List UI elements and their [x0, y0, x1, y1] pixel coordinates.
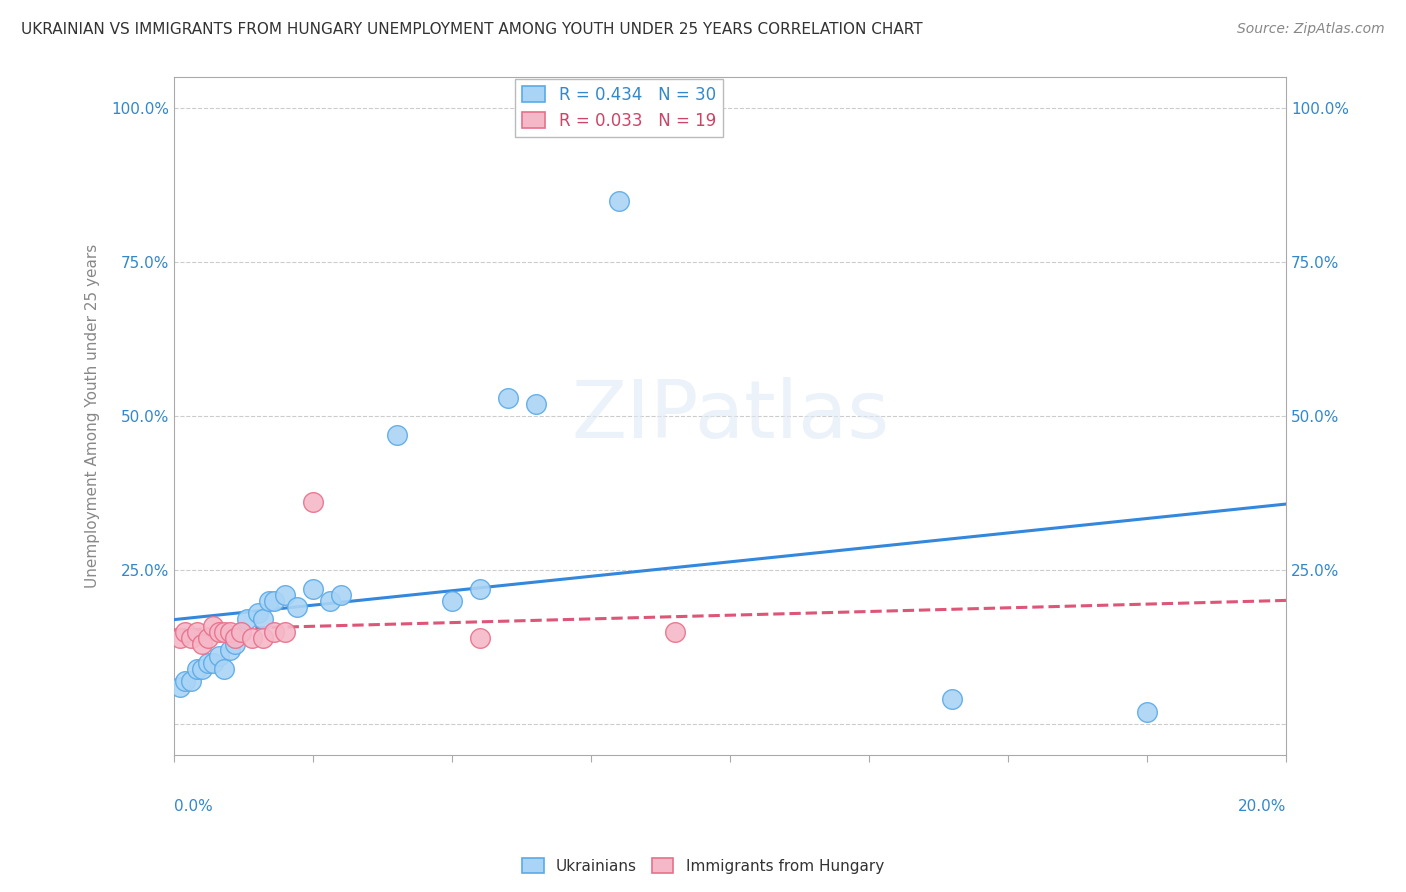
- Point: [191, 637, 214, 651]
- Point: [496, 391, 519, 405]
- Point: [263, 624, 285, 639]
- Point: [169, 631, 191, 645]
- Point: [441, 594, 464, 608]
- Point: [197, 631, 219, 645]
- Point: [229, 624, 252, 639]
- Point: [941, 692, 963, 706]
- Point: [197, 656, 219, 670]
- Point: [174, 624, 197, 639]
- Point: [214, 662, 236, 676]
- Point: [202, 618, 225, 632]
- Point: [302, 495, 325, 509]
- Point: [180, 631, 202, 645]
- Point: [214, 624, 236, 639]
- Text: UKRAINIAN VS IMMIGRANTS FROM HUNGARY UNEMPLOYMENT AMONG YOUTH UNDER 25 YEARS COR: UKRAINIAN VS IMMIGRANTS FROM HUNGARY UNE…: [21, 22, 922, 37]
- Point: [274, 588, 297, 602]
- Point: [664, 624, 686, 639]
- Point: [202, 656, 225, 670]
- Point: [191, 662, 214, 676]
- Point: [285, 600, 308, 615]
- Point: [468, 631, 491, 645]
- Point: [224, 631, 246, 645]
- Point: [229, 624, 252, 639]
- Point: [180, 673, 202, 688]
- Y-axis label: Unemployment Among Youth under 25 years: Unemployment Among Youth under 25 years: [86, 244, 100, 589]
- Point: [257, 594, 280, 608]
- Point: [235, 612, 257, 626]
- Point: [169, 680, 191, 694]
- Point: [186, 662, 208, 676]
- Point: [218, 624, 240, 639]
- Point: [468, 582, 491, 596]
- Point: [385, 427, 408, 442]
- Point: [319, 594, 342, 608]
- Point: [302, 582, 325, 596]
- Point: [208, 649, 231, 664]
- Legend: R = 0.434   N = 30, R = 0.033   N = 19: R = 0.434 N = 30, R = 0.033 N = 19: [516, 79, 723, 136]
- Point: [330, 588, 353, 602]
- Point: [224, 637, 246, 651]
- Text: 20.0%: 20.0%: [1237, 799, 1286, 814]
- Point: [274, 624, 297, 639]
- Text: 0.0%: 0.0%: [174, 799, 214, 814]
- Point: [218, 643, 240, 657]
- Point: [263, 594, 285, 608]
- Point: [524, 397, 547, 411]
- Point: [607, 194, 630, 208]
- Text: ZIPatlas: ZIPatlas: [571, 377, 889, 455]
- Text: Source: ZipAtlas.com: Source: ZipAtlas.com: [1237, 22, 1385, 37]
- Point: [174, 673, 197, 688]
- Point: [252, 612, 274, 626]
- Point: [246, 607, 269, 621]
- Legend: Ukrainians, Immigrants from Hungary: Ukrainians, Immigrants from Hungary: [516, 852, 890, 880]
- Point: [240, 631, 263, 645]
- Point: [252, 631, 274, 645]
- Point: [208, 624, 231, 639]
- Point: [186, 624, 208, 639]
- Point: [1136, 705, 1159, 719]
